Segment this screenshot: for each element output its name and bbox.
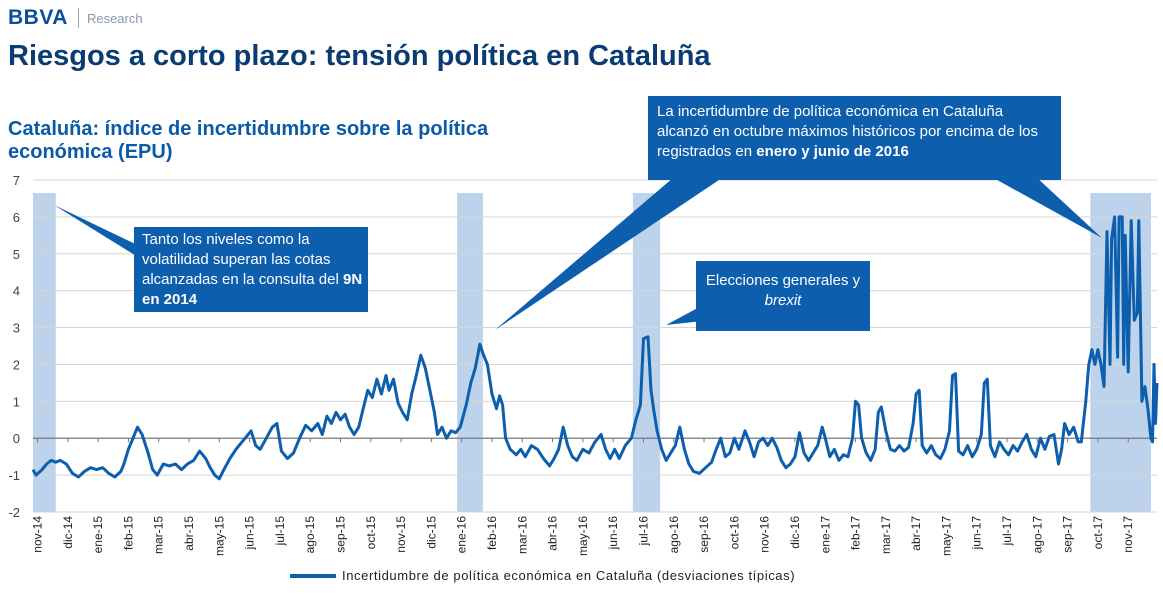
y-tick-label: 7 bbox=[13, 173, 20, 188]
x-tick-label: nov-15 bbox=[394, 516, 408, 553]
y-tick-label: -2 bbox=[8, 505, 20, 520]
callout-october-bold: enero y junio de 2016 bbox=[756, 143, 909, 160]
x-tick-label: sep-17 bbox=[1061, 516, 1075, 553]
callout-elections: Elecciones generales y brexit bbox=[696, 261, 870, 331]
callout-9n: Tanto los niveles como la volatilidad su… bbox=[134, 227, 368, 312]
legend: Incertidumbre de política económica en C… bbox=[290, 568, 795, 583]
x-tick-label: feb-16 bbox=[485, 516, 499, 550]
x-tick-label: oct-17 bbox=[1091, 516, 1105, 550]
legend-line-swatch bbox=[290, 573, 336, 578]
x-tick-label: mar-17 bbox=[879, 516, 893, 554]
legend-label: Incertidumbre de política económica en C… bbox=[342, 568, 796, 583]
series bbox=[31, 215, 1159, 481]
series-line-1 bbox=[31, 215, 1159, 481]
x-tick-label: dic-16 bbox=[788, 516, 802, 549]
x-tick-label: ago-16 bbox=[667, 516, 681, 554]
y-tick-label: 5 bbox=[13, 247, 20, 262]
y-tick-label: 2 bbox=[13, 357, 20, 372]
x-axis: nov-14 dic-14 ene-15 feb-15 mar-15 abr-15 may-… bbox=[31, 438, 1135, 556]
y-tick-label: -1 bbox=[8, 468, 20, 483]
x-tick-label: sep-16 bbox=[697, 516, 711, 553]
brand-divider bbox=[77, 8, 79, 28]
highlight-band-3 bbox=[632, 193, 661, 512]
x-tick-label: jun-15 bbox=[243, 516, 257, 551]
x-tick-label: oct-16 bbox=[727, 516, 741, 550]
x-tick-label: ene-17 bbox=[818, 516, 832, 554]
x-tick-label: mar-15 bbox=[152, 516, 166, 554]
x-tick-label: abr-15 bbox=[182, 516, 196, 551]
chart-title: Cataluña: índice de incertidumbre sobre … bbox=[8, 118, 489, 163]
x-tick-label: may-15 bbox=[212, 516, 226, 556]
x-tick-label: may-16 bbox=[576, 516, 590, 556]
page-title: Riesgos a corto plazo: tensión política … bbox=[8, 40, 711, 72]
x-tick-label: jul-17 bbox=[1000, 516, 1014, 547]
x-tick-label: abr-16 bbox=[546, 516, 560, 551]
brand: BBVA Research bbox=[8, 6, 143, 30]
x-tick-label: abr-17 bbox=[909, 516, 923, 551]
x-tick-label: ene-15 bbox=[91, 516, 105, 554]
callout-elections-text: Elecciones generales y bbox=[705, 272, 861, 289]
x-tick-label: dic-15 bbox=[424, 516, 438, 549]
callout-october: La incertidumbre de política económica e… bbox=[648, 96, 1061, 180]
x-tick-label: ago-17 bbox=[1030, 516, 1044, 554]
callout-9n-bold: 9N en 2014 bbox=[142, 271, 363, 308]
x-tick-label: feb-15 bbox=[121, 516, 135, 550]
x-tick-label: dic-14 bbox=[61, 516, 75, 549]
callout-9n-text: Tanto los niveles como la volatilidad su… bbox=[142, 231, 339, 288]
x-tick-label: sep-15 bbox=[334, 516, 348, 553]
x-tick-label: nov-14 bbox=[31, 516, 45, 553]
callout-pointer-3a bbox=[495, 172, 722, 330]
x-tick-label: jun-17 bbox=[970, 516, 984, 551]
y-tick-label: 4 bbox=[13, 284, 20, 299]
x-tick-label: nov-17 bbox=[1121, 516, 1135, 553]
x-tick-label: jul-16 bbox=[636, 516, 650, 547]
callout-pointer-1 bbox=[54, 205, 152, 262]
callout-october-text: La incertidumbre de política económica e… bbox=[657, 103, 1039, 160]
x-tick-label: oct-15 bbox=[364, 516, 378, 550]
y-tick-label: 3 bbox=[13, 321, 20, 336]
y-tick-label: 1 bbox=[13, 394, 20, 409]
x-tick-label: mar-16 bbox=[515, 516, 529, 554]
x-tick-label: feb-17 bbox=[849, 516, 863, 550]
y-tick-label: 0 bbox=[13, 431, 20, 446]
y-axis: -2 -1 0 1 2 3 4 5 6 7 bbox=[8, 173, 20, 520]
y-tick-label: 6 bbox=[13, 210, 20, 225]
bbva-logo: BBVA bbox=[8, 6, 68, 29]
brand-research-label: Research bbox=[86, 10, 143, 26]
callout-pointer-3b bbox=[990, 176, 1102, 238]
x-tick-label: ene-16 bbox=[455, 516, 469, 554]
x-tick-label: nov-16 bbox=[758, 516, 772, 553]
x-tick-label: may-17 bbox=[939, 516, 953, 556]
callout-elections-italic: brexit bbox=[764, 292, 802, 309]
x-tick-label: jun-16 bbox=[606, 516, 620, 551]
highlight-band-1 bbox=[33, 193, 56, 512]
x-tick-label: jul-15 bbox=[273, 516, 287, 547]
x-tick-label: ago-15 bbox=[303, 516, 317, 554]
